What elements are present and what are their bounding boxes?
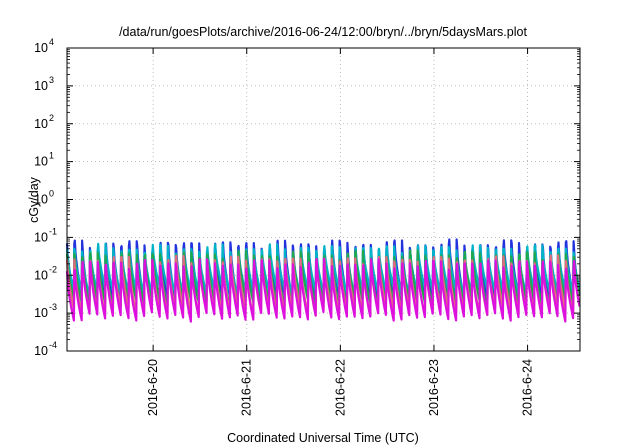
- x-tick-label: 2016-6-23: [427, 359, 441, 416]
- y-tick-label: 10: [34, 79, 48, 93]
- y-tick-label: 10: [34, 41, 48, 55]
- x-tick-label: 2016-6-20: [146, 359, 160, 416]
- data-series: [65, 238, 581, 323]
- y-tick-exponent: 4: [49, 37, 54, 47]
- chart-title: /data/run/goesPlots/archive/2016-06-24/1…: [119, 25, 527, 39]
- y-tick-exponent: 2: [49, 113, 54, 123]
- y-tick-label: 10: [34, 268, 48, 282]
- y-tick-label: 10: [34, 306, 48, 320]
- y-tick-exponent: 3: [49, 75, 54, 85]
- plot-frame: [66, 47, 581, 352]
- y-tick-label: 10: [34, 117, 48, 131]
- x-tick-label: 2016-6-21: [240, 359, 254, 416]
- x-tick-label: 2016-6-22: [333, 359, 347, 416]
- y-tick-exponent: 1: [49, 151, 54, 161]
- y-tick-exponent: -3: [49, 302, 57, 312]
- x-axis-label: Coordinated Universal Time (UTC): [227, 431, 419, 445]
- x-tick-label: 2016-6-24: [521, 359, 535, 416]
- y-tick-exponent: -4: [49, 340, 57, 350]
- y-axis-label: cGy/day: [27, 176, 41, 223]
- y-tick-label: 10: [34, 155, 48, 169]
- y-tick-label: 10: [34, 193, 48, 207]
- y-tick-label: 10: [34, 344, 48, 358]
- y-tick-label: 10: [34, 230, 48, 244]
- series-line-5: [65, 257, 581, 323]
- y-tick-exponent: -1: [49, 226, 57, 236]
- y-tick-exponent: -2: [49, 264, 57, 274]
- y-tick-exponent: 0: [49, 189, 54, 199]
